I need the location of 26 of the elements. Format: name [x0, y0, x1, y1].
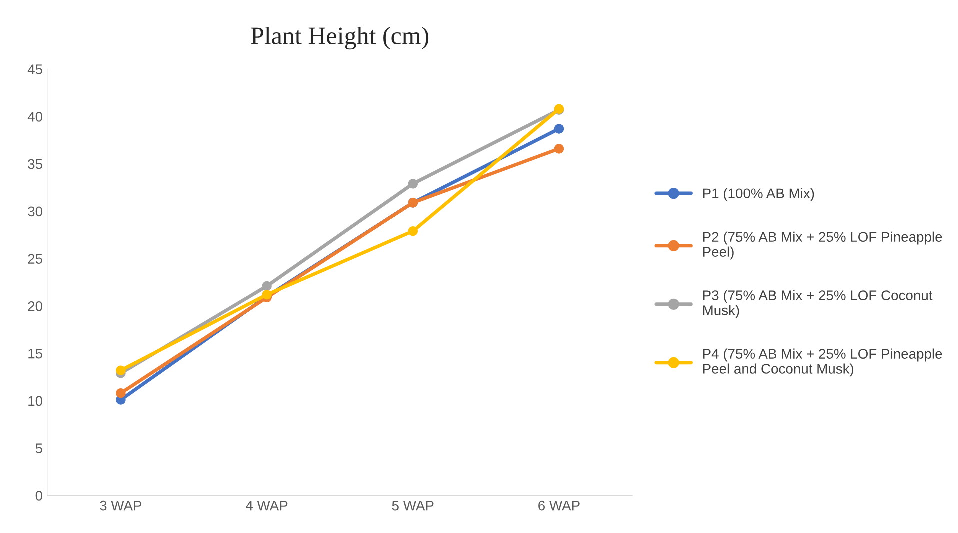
y-tick-label: 30	[28, 206, 42, 217]
x-tick-label: 6 WAP	[538, 500, 580, 511]
point	[408, 226, 418, 236]
x-tick-label: 5 WAP	[392, 501, 434, 511]
y-tick-label: 40	[28, 112, 42, 122]
y-tick-label: 5	[36, 444, 42, 454]
point	[116, 388, 126, 398]
y-tick-label: 20	[28, 302, 42, 312]
legend-label: P2 (75% AB Mix + 25% LOF Pineapple Peel)	[703, 232, 942, 260]
x-tick-label: 4 WAP	[246, 501, 288, 511]
y-tick-label: 0	[36, 491, 42, 501]
point	[554, 144, 564, 154]
chart-title: Plant Height (cm)	[251, 26, 429, 50]
x-tick-label: 3 WAP	[100, 500, 142, 511]
point	[116, 366, 126, 376]
y-tick-label: 45	[28, 64, 42, 74]
y-tick-label: 15	[28, 349, 42, 359]
y-tick-label: 25	[28, 254, 42, 264]
point	[554, 124, 564, 134]
legend-label: P4 (75% AB Mix + 25% LOF Pineapple Peel and Coconut Musk)	[703, 348, 942, 377]
point	[408, 179, 418, 189]
point	[262, 281, 272, 292]
legend-label: P1 (100% AB Mix)	[703, 188, 814, 202]
legend-label: P3 (75% AB Mix + 25% LOF Coconut Musk)	[703, 290, 933, 318]
y-tick-label: 10	[28, 396, 42, 406]
y-tick-label: 35	[28, 159, 42, 170]
